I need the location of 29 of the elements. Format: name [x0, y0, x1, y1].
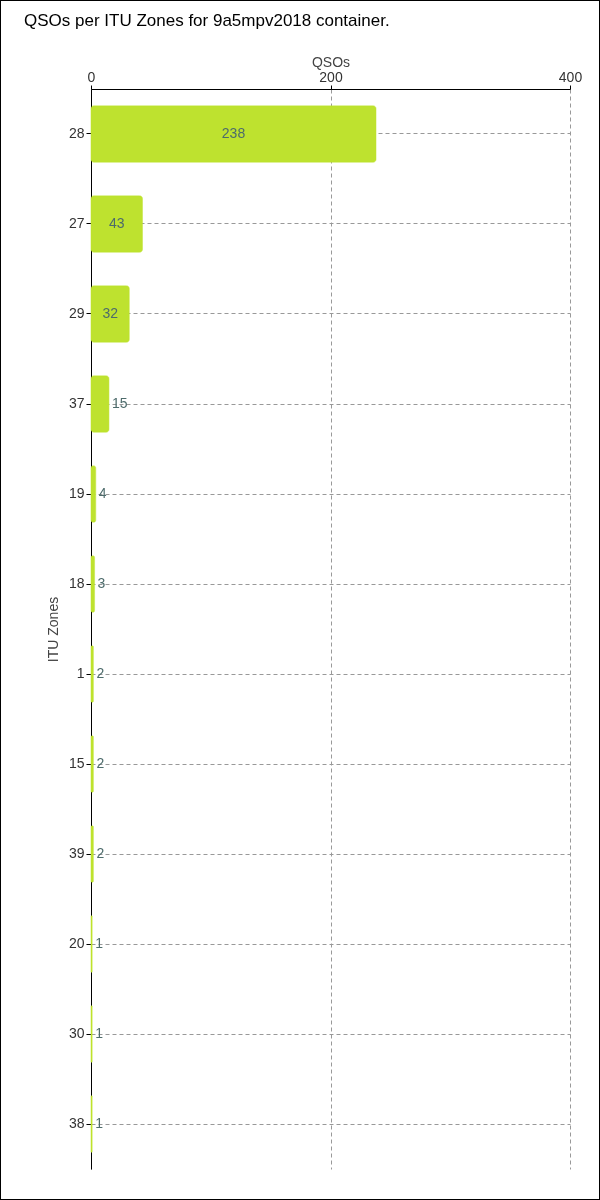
data-label: 2: [96, 665, 105, 681]
data-label: 1: [95, 1115, 104, 1131]
y-tick-label: 37: [68, 395, 85, 411]
y-tick-label: 30: [68, 1025, 85, 1041]
y-tick-label: 38: [68, 1115, 85, 1131]
chart-title: QSOs per ITU Zones for 9a5mpv2018 container.: [24, 11, 390, 31]
x-tick-label: 0: [87, 68, 96, 85]
data-label: 2: [96, 755, 105, 771]
data-label: 43: [108, 215, 125, 231]
y-tick-label: 29: [68, 305, 85, 321]
y-tick-label: 18: [68, 575, 85, 591]
y-tick-label: 28: [68, 125, 85, 141]
y-tick-label: 19: [68, 485, 85, 501]
data-label: 3: [97, 575, 106, 591]
data-label: 15: [111, 395, 128, 411]
data-label: 32: [102, 305, 119, 321]
data-label: 1: [95, 1025, 104, 1041]
y-tick-label: 15: [68, 755, 85, 771]
y-tick-label: 1: [76, 665, 85, 681]
data-label: 4: [98, 485, 107, 501]
data-label: 2: [96, 845, 105, 861]
x-tick-label: 400: [558, 68, 583, 85]
y-tick-label: 20: [68, 935, 85, 951]
y-axis-title: ITU Zones: [44, 596, 61, 663]
y-tick-label: 27: [68, 215, 85, 231]
data-label: 238: [221, 125, 246, 141]
y-tick-label: 39: [68, 845, 85, 861]
x-axis-title: QSOs: [311, 53, 351, 70]
data-label: 1: [95, 935, 104, 951]
